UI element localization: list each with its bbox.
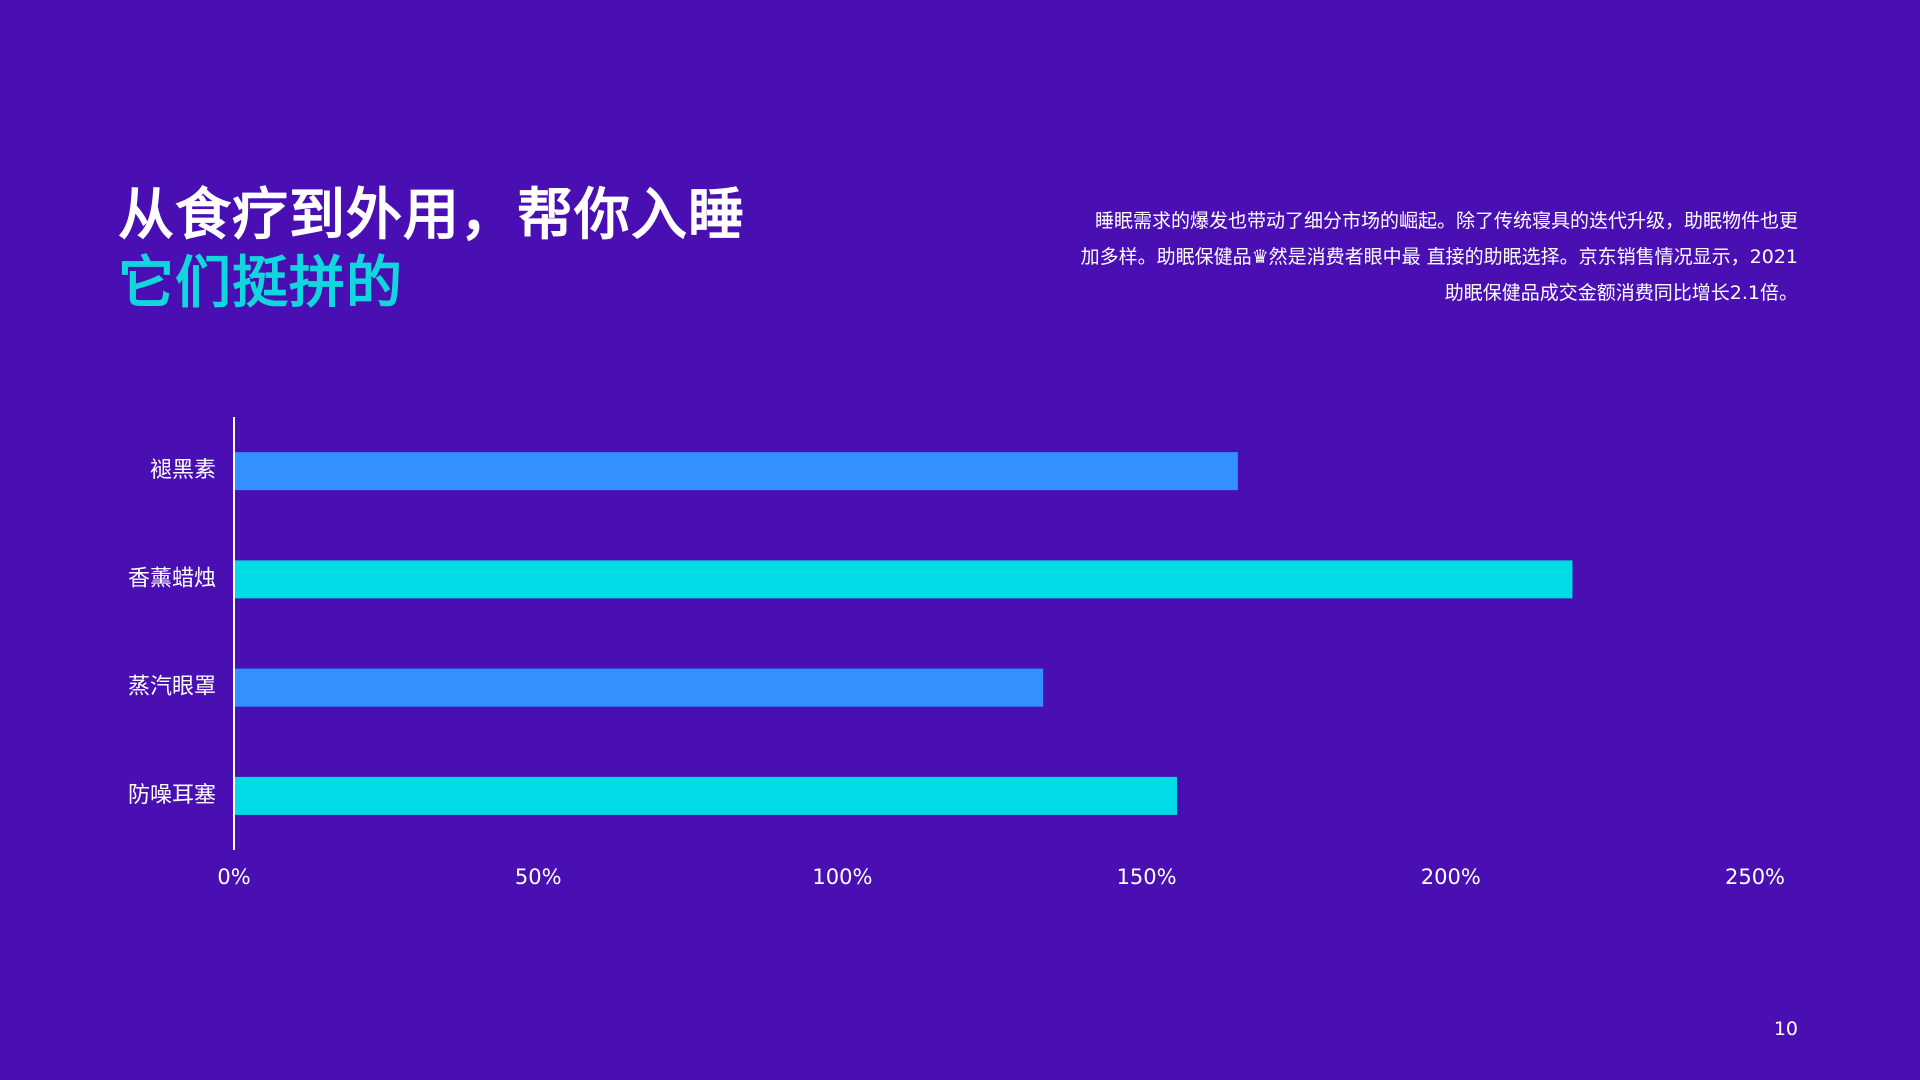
bar-4 <box>234 776 1178 815</box>
description-line-1: 睡眠需求的爆发也带动了细分市场的崛起。除了传统寝具的迭代升级，助眠物件也更 <box>1094 210 1798 232</box>
category-label: 蒸汽眼罩 <box>128 675 216 700</box>
bar-2 <box>234 560 1573 599</box>
x-tick-label: 0% <box>217 865 250 889</box>
x-tick-label: 250% <box>1725 865 1785 889</box>
description-line-3: 助眠保健品成交金额消费同比增长2.1倍。 <box>1444 282 1798 304</box>
description-text: 睡眠需求的爆发也带动了细分市场的崛起。除了传统寝具的迭代升级，助眠物件也更 加多… <box>1030 203 1798 311</box>
slide-subtitle: 它们挺拼的 <box>118 251 403 316</box>
category-label: 防噪耳塞 <box>128 783 216 808</box>
category-label: 褪黑素 <box>150 458 216 483</box>
title-block: 从食疗到外用，帮你入睡 它们挺拼的 <box>118 182 798 318</box>
page-number: 10 <box>1773 1018 1798 1040</box>
category-label: 香薰蜡烛 <box>128 566 216 591</box>
description-line-2: 加多样。助眠保健品♛然是消费者眼中最 直接的助眠选择。京东销售情况显示，2021 <box>1080 246 1798 268</box>
bar-1 <box>234 452 1238 491</box>
x-tick-label: 200% <box>1421 865 1481 889</box>
bar-3 <box>234 668 1044 707</box>
x-tick-label: 150% <box>1117 865 1177 889</box>
slide-title: 从食疗到外用，帮你入睡 <box>118 183 745 248</box>
x-tick-label: 50% <box>515 865 562 889</box>
x-tick-label: 100% <box>812 865 872 889</box>
